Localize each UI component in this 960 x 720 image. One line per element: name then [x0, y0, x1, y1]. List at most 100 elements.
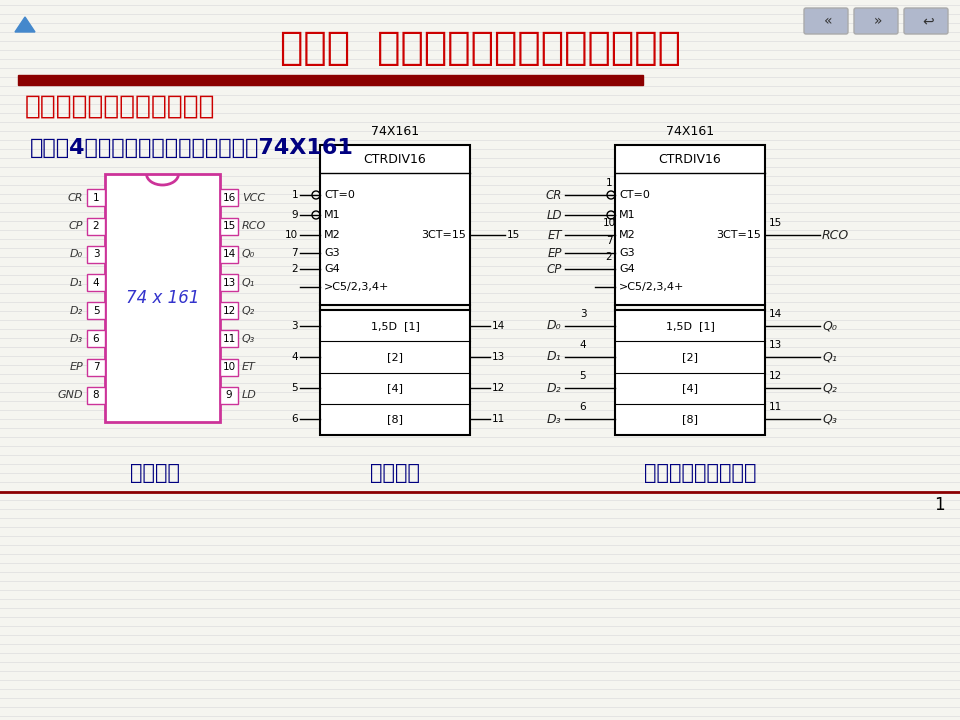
Text: 10: 10 — [285, 230, 298, 240]
Text: 引脚分布: 引脚分布 — [130, 463, 180, 483]
Text: 带引脚名的逻辑符号: 带引脚名的逻辑符号 — [644, 463, 756, 483]
Text: 11: 11 — [223, 334, 235, 344]
Text: CTRDIV16: CTRDIV16 — [364, 153, 426, 166]
Text: G4: G4 — [324, 264, 340, 274]
Text: D₃: D₃ — [70, 334, 83, 344]
Bar — [87, 217, 105, 235]
Bar — [220, 246, 238, 263]
Text: 1,5D  [1]: 1,5D [1] — [665, 320, 714, 330]
Text: 11: 11 — [768, 402, 781, 413]
Bar — [87, 330, 105, 347]
Text: 2: 2 — [292, 264, 298, 274]
Text: 3: 3 — [93, 249, 99, 259]
Text: 10: 10 — [603, 218, 615, 228]
Text: 6: 6 — [580, 402, 587, 413]
Text: ET: ET — [242, 362, 255, 372]
Text: 7: 7 — [93, 362, 99, 372]
Text: 2: 2 — [93, 221, 99, 231]
Text: 1,5D  [1]: 1,5D [1] — [371, 320, 420, 330]
Bar — [220, 274, 238, 291]
Text: G3: G3 — [324, 248, 340, 258]
Text: D₂: D₂ — [70, 306, 83, 315]
Text: CTRDIV16: CTRDIV16 — [659, 153, 721, 166]
Bar — [87, 359, 105, 376]
Text: 10: 10 — [223, 362, 235, 372]
Text: 15: 15 — [223, 221, 235, 231]
Text: 4: 4 — [93, 277, 99, 287]
Bar — [87, 274, 105, 291]
Text: 5: 5 — [292, 383, 298, 393]
Bar — [615, 145, 765, 305]
Text: 4: 4 — [292, 352, 298, 362]
Text: RCO: RCO — [822, 228, 850, 241]
Text: 1: 1 — [934, 496, 945, 514]
Text: G3: G3 — [619, 248, 635, 258]
Text: ET: ET — [547, 228, 562, 241]
Text: D₃: D₃ — [546, 413, 561, 426]
Text: M1: M1 — [619, 210, 636, 220]
Text: Q₂: Q₂ — [242, 306, 255, 315]
Bar — [18, 75, 643, 85]
Text: VCC: VCC — [242, 193, 265, 203]
Text: Q₁: Q₁ — [242, 277, 255, 287]
Text: 12: 12 — [223, 306, 235, 315]
Polygon shape — [15, 17, 35, 32]
Text: 7: 7 — [292, 248, 298, 258]
FancyBboxPatch shape — [854, 8, 898, 34]
Text: EP: EP — [69, 362, 83, 372]
Text: 9: 9 — [292, 210, 298, 220]
Text: EP: EP — [547, 246, 562, 259]
Bar — [87, 302, 105, 319]
Text: [8]: [8] — [387, 415, 403, 424]
Text: Q₂: Q₂ — [822, 382, 837, 395]
Text: 13: 13 — [223, 277, 235, 287]
Text: 1: 1 — [93, 193, 99, 203]
Text: 11: 11 — [492, 415, 505, 424]
Text: 6: 6 — [292, 415, 298, 424]
Text: 74X161: 74X161 — [371, 125, 420, 138]
Text: Q₀: Q₀ — [822, 319, 837, 332]
Text: «: « — [824, 14, 832, 28]
Text: RCO: RCO — [242, 221, 266, 231]
Text: 8: 8 — [93, 390, 99, 400]
Text: G4: G4 — [619, 264, 635, 274]
Text: Q₁: Q₁ — [822, 351, 837, 364]
Text: 13: 13 — [768, 340, 781, 350]
Text: 14: 14 — [768, 309, 781, 319]
Text: 12: 12 — [492, 383, 505, 393]
Text: 3CT=15: 3CT=15 — [716, 230, 761, 240]
Text: M1: M1 — [324, 210, 341, 220]
Bar — [220, 330, 238, 347]
Text: 7: 7 — [606, 236, 612, 246]
Text: GND: GND — [58, 390, 83, 400]
Bar — [320, 310, 470, 435]
Bar — [220, 189, 238, 207]
Text: （一）4位二进制同步加法计数器芯片74X161: （一）4位二进制同步加法计数器芯片74X161 — [30, 138, 354, 158]
Text: 6: 6 — [93, 334, 99, 344]
FancyBboxPatch shape — [804, 8, 848, 34]
Text: 第五节  常用中规模计数器芯片及应用: 第五节 常用中规模计数器芯片及应用 — [279, 29, 681, 67]
Bar — [220, 387, 238, 404]
Text: Q₃: Q₃ — [822, 413, 837, 426]
Text: 3CT=15: 3CT=15 — [421, 230, 466, 240]
Text: 14: 14 — [223, 249, 235, 259]
Text: 1: 1 — [606, 178, 612, 188]
Text: D₀: D₀ — [70, 249, 83, 259]
Text: 3: 3 — [580, 309, 587, 319]
Text: LD: LD — [242, 390, 257, 400]
Text: 15: 15 — [768, 218, 781, 228]
Text: D₁: D₁ — [546, 351, 561, 364]
Bar — [87, 246, 105, 263]
Text: CT=0: CT=0 — [619, 190, 650, 200]
Bar — [220, 217, 238, 235]
Text: M2: M2 — [324, 230, 341, 240]
Text: 1: 1 — [292, 190, 298, 200]
Text: CP: CP — [68, 221, 83, 231]
Text: 13: 13 — [492, 352, 505, 362]
Text: [8]: [8] — [682, 415, 698, 424]
Text: 9: 9 — [226, 390, 232, 400]
Text: >C5/2,3,4+: >C5/2,3,4+ — [324, 282, 390, 292]
Bar — [220, 359, 238, 376]
Bar — [220, 302, 238, 319]
Bar — [87, 387, 105, 404]
